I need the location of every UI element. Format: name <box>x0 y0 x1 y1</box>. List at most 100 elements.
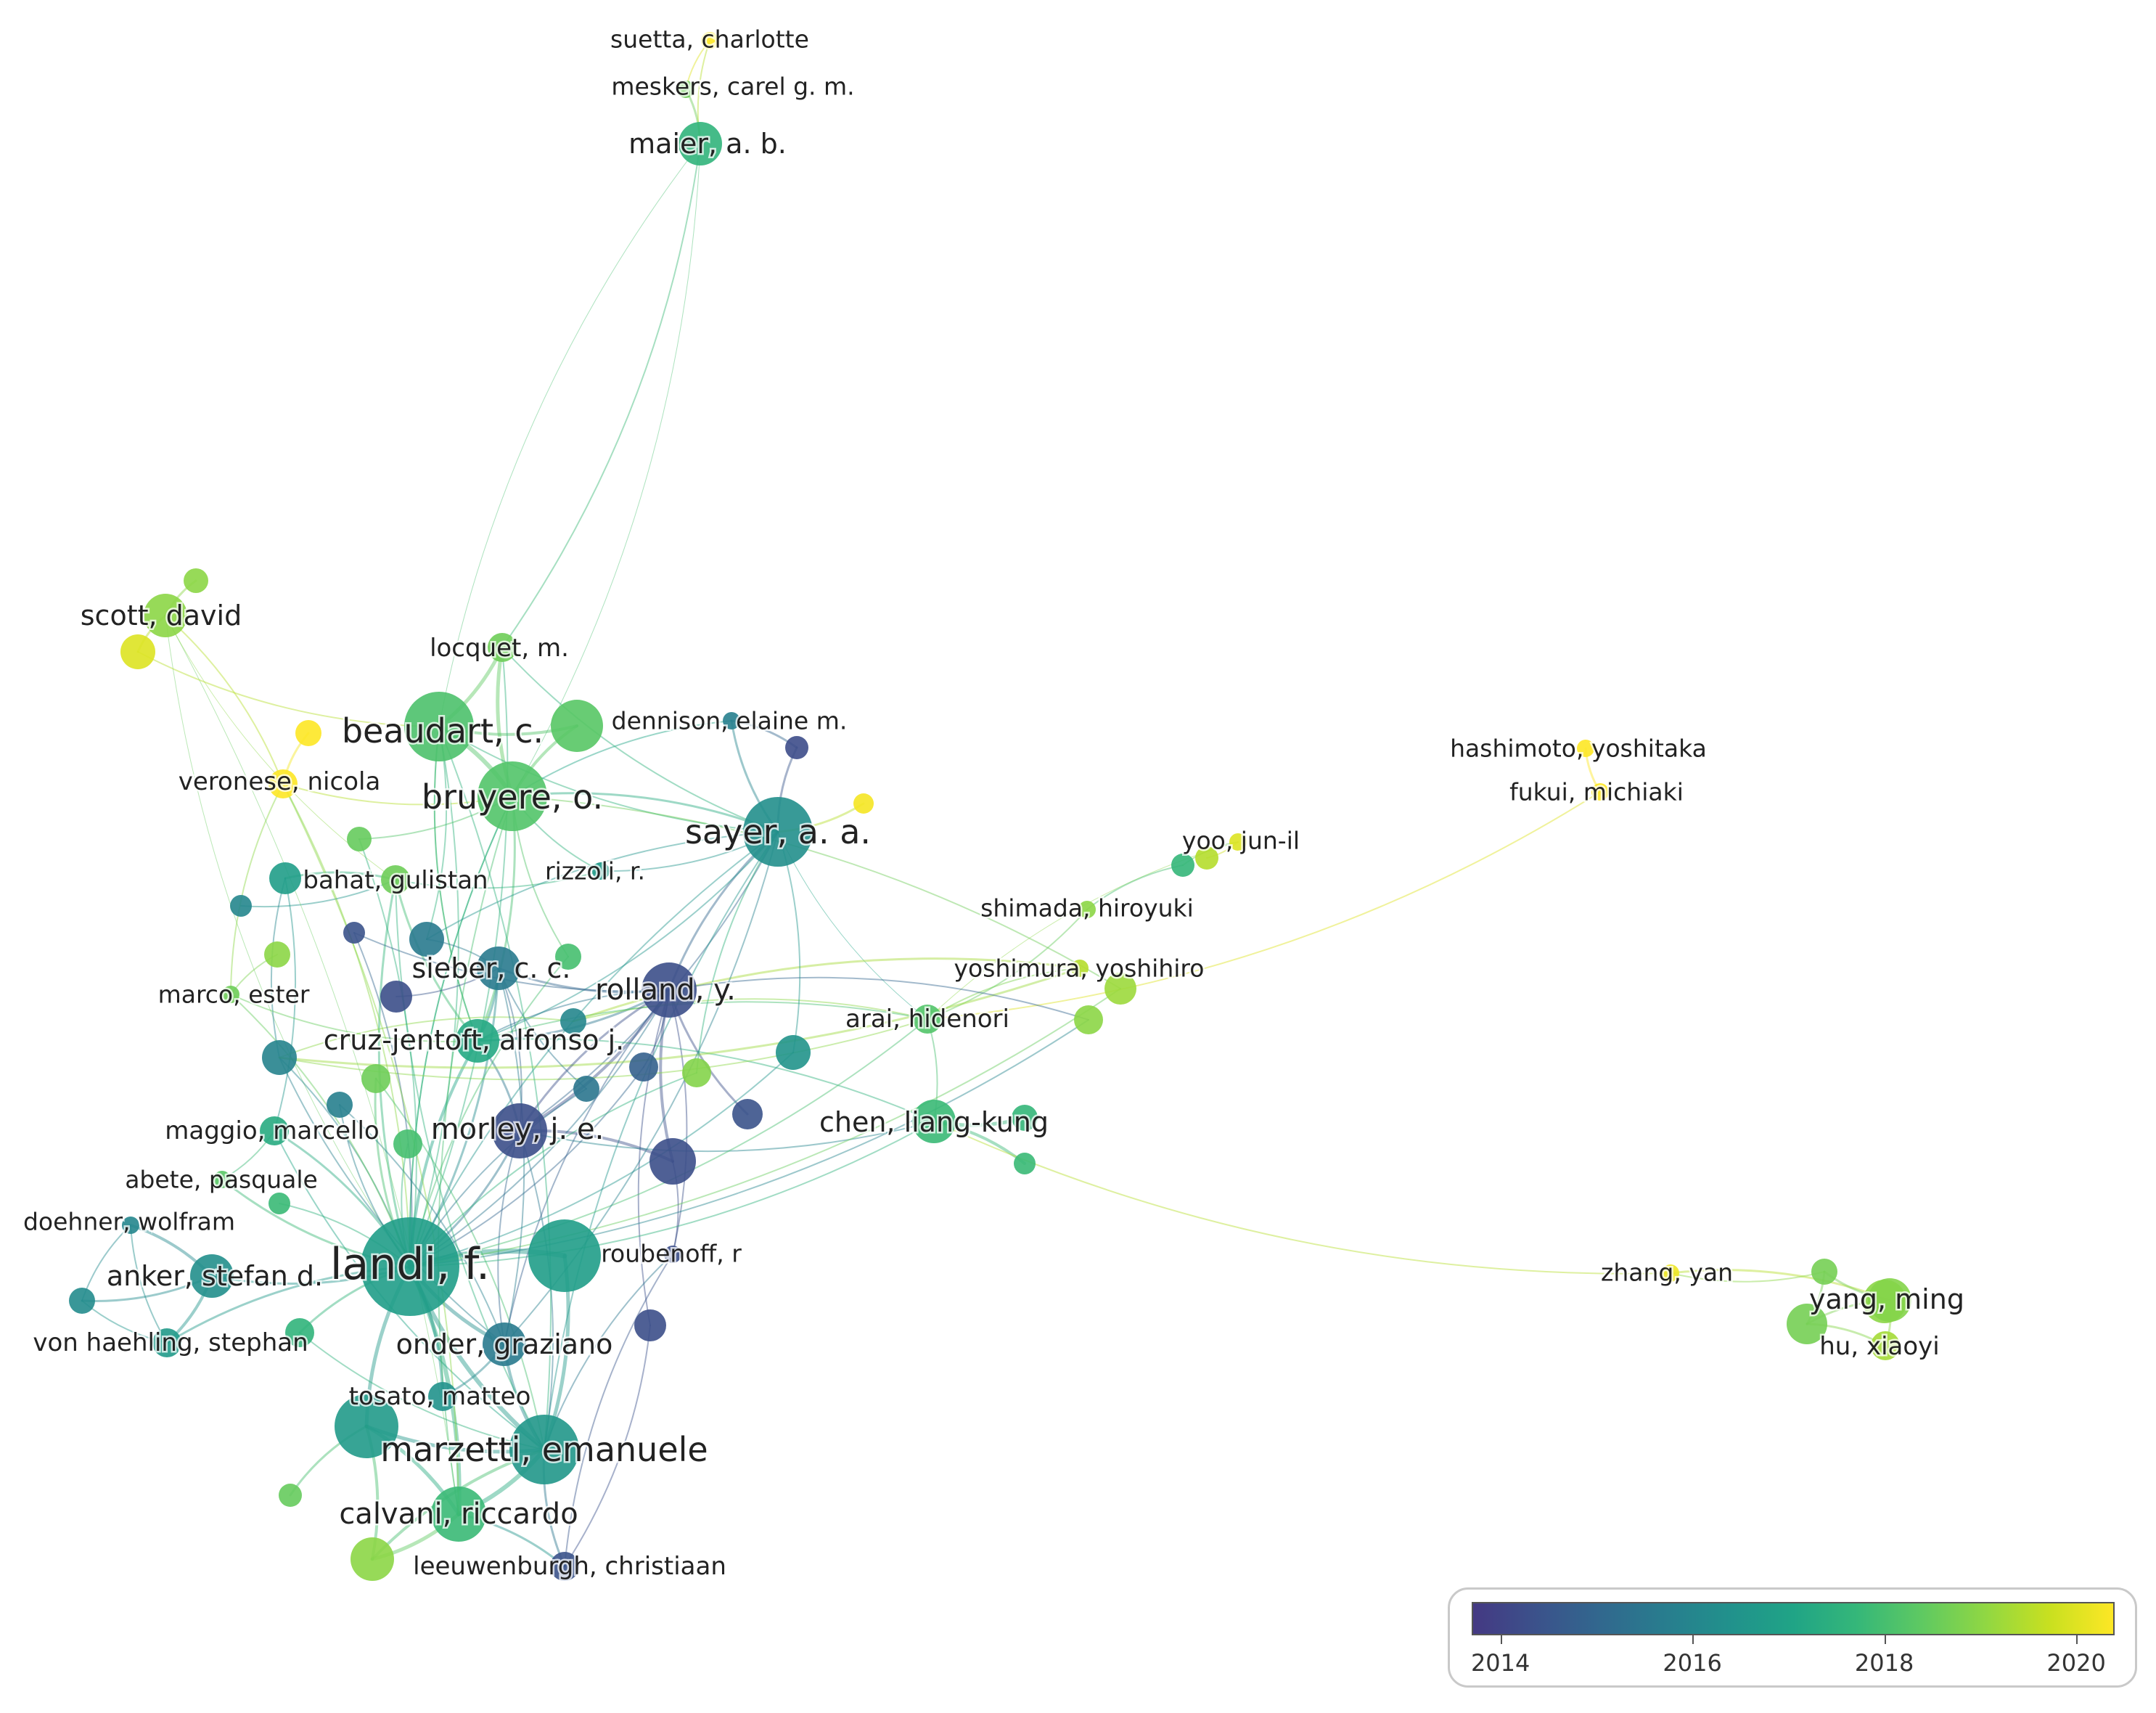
author-node[interactable] <box>380 981 412 1013</box>
author-node[interactable] <box>120 634 155 669</box>
author-node[interactable] <box>560 1008 586 1034</box>
author-node-arai[interactable] <box>913 1005 942 1034</box>
author-node-beaudart[interactable] <box>404 692 474 761</box>
link <box>501 647 779 833</box>
author-node-bahat[interactable] <box>381 865 410 894</box>
link <box>777 831 928 1020</box>
author-node[interactable] <box>361 1064 390 1093</box>
author-node[interactable] <box>629 1052 658 1082</box>
author-node[interactable] <box>732 1099 763 1129</box>
link <box>409 796 513 1267</box>
author-node-sieber[interactable] <box>477 947 520 990</box>
link <box>477 831 779 1042</box>
author-node[interactable] <box>1012 1105 1038 1131</box>
author-node-veronese[interactable] <box>269 769 298 798</box>
author-label-layer: suetta, charlotte meskers, carel g. m. mai… <box>21 23 1966 1583</box>
author-node[interactable] <box>295 720 321 746</box>
author-node[interactable] <box>343 922 365 944</box>
author-node-meskers[interactable] <box>677 81 694 98</box>
author-node[interactable] <box>393 1129 422 1158</box>
link <box>130 1225 168 1344</box>
author-node[interactable] <box>1074 1005 1103 1034</box>
link <box>270 878 286 1058</box>
author-node-roubenoff[interactable] <box>664 1246 681 1263</box>
link <box>497 1130 520 1345</box>
author-node[interactable] <box>649 1138 696 1185</box>
author-node[interactable] <box>1811 1259 1837 1285</box>
author-node[interactable] <box>269 1193 290 1214</box>
author-node-locquet[interactable] <box>488 633 517 662</box>
author-node-yoo[interactable] <box>1229 833 1247 851</box>
author-node[interactable] <box>1195 846 1218 870</box>
author-node-marzetti[interactable] <box>509 1415 579 1484</box>
author-node[interactable] <box>555 944 581 970</box>
link <box>165 615 411 1267</box>
author-node-hashimoto[interactable] <box>1577 740 1594 757</box>
link <box>299 1332 545 1450</box>
author-label-fukui: fukui, michiaki <box>1509 778 1684 806</box>
year-tick <box>1692 1635 1694 1644</box>
author-node-bruyere[interactable] <box>477 761 547 831</box>
link <box>438 726 552 1450</box>
author-node[interactable] <box>269 862 301 894</box>
author-node[interactable] <box>682 1058 711 1087</box>
author-node-tosato[interactable] <box>428 1382 457 1411</box>
author-node-abete[interactable] <box>213 1171 231 1188</box>
author-label-vonhaehling: von haehling, stephan <box>33 1328 308 1357</box>
author-node-scott[interactable] <box>144 594 187 637</box>
author-node-dennison[interactable] <box>723 712 740 729</box>
author-node[interactable] <box>1104 973 1136 1005</box>
author-node[interactable] <box>230 895 252 917</box>
author-node-yang[interactable] <box>1868 1278 1911 1322</box>
author-node[interactable] <box>335 1394 398 1458</box>
link <box>504 989 670 1345</box>
author-node[interactable] <box>347 827 372 851</box>
author-node-rizzoli[interactable] <box>592 862 610 880</box>
author-node[interactable] <box>776 1035 811 1070</box>
author-node-chen[interactable] <box>912 1100 956 1143</box>
author-node[interactable] <box>279 1484 302 1507</box>
author-label-rizzoli: rizzoli, r. <box>545 857 645 886</box>
author-node[interactable] <box>528 1219 601 1292</box>
author-node[interactable] <box>262 1040 297 1075</box>
author-node-zhang[interactable] <box>1662 1264 1679 1282</box>
author-node[interactable] <box>409 922 444 957</box>
author-node-hu[interactable] <box>1871 1331 1900 1360</box>
author-node[interactable] <box>573 1076 599 1102</box>
author-node[interactable] <box>1171 854 1194 877</box>
author-node-leeuwenburgh[interactable] <box>550 1552 579 1581</box>
author-node-shimada[interactable] <box>1078 901 1096 918</box>
author-node[interactable] <box>1787 1304 1827 1344</box>
author-node-rolland[interactable] <box>642 962 697 1018</box>
author-label-bahat: bahat, gulistan <box>303 866 488 895</box>
author-node-yoshimura[interactable] <box>1071 960 1089 977</box>
author-node-marco[interactable] <box>222 986 239 1003</box>
author-node-fukui[interactable] <box>1591 783 1609 801</box>
author-node-maier[interactable] <box>679 122 722 165</box>
author-node[interactable] <box>785 736 808 759</box>
author-node[interactable] <box>264 941 290 968</box>
author-node-cruzjentoft[interactable] <box>456 1019 499 1063</box>
author-node-suetta[interactable] <box>701 32 718 49</box>
author-node-morley[interactable] <box>492 1103 547 1158</box>
author-node[interactable] <box>634 1309 666 1341</box>
author-node-maggio[interactable] <box>260 1116 289 1145</box>
author-node-landi[interactable] <box>361 1217 459 1316</box>
author-node[interactable] <box>1014 1153 1036 1174</box>
link <box>933 1121 1671 1275</box>
link <box>501 143 701 648</box>
author-node[interactable] <box>184 568 208 593</box>
author-node-doehner[interactable] <box>122 1217 139 1234</box>
author-node[interactable] <box>351 1537 394 1581</box>
author-node[interactable] <box>853 793 874 814</box>
author-node[interactable] <box>285 1318 314 1347</box>
author-node-onder[interactable] <box>483 1322 526 1366</box>
author-node-calvani[interactable] <box>431 1487 486 1542</box>
author-node[interactable] <box>327 1092 353 1118</box>
author-node[interactable] <box>69 1288 95 1314</box>
author-node-vonhaehling[interactable] <box>152 1328 181 1357</box>
author-node[interactable] <box>551 700 603 752</box>
author-node-anker[interactable] <box>190 1254 234 1298</box>
author-node-sayer[interactable] <box>743 797 813 867</box>
author-label-chen: chen, liang-kung <box>819 1106 1049 1138</box>
